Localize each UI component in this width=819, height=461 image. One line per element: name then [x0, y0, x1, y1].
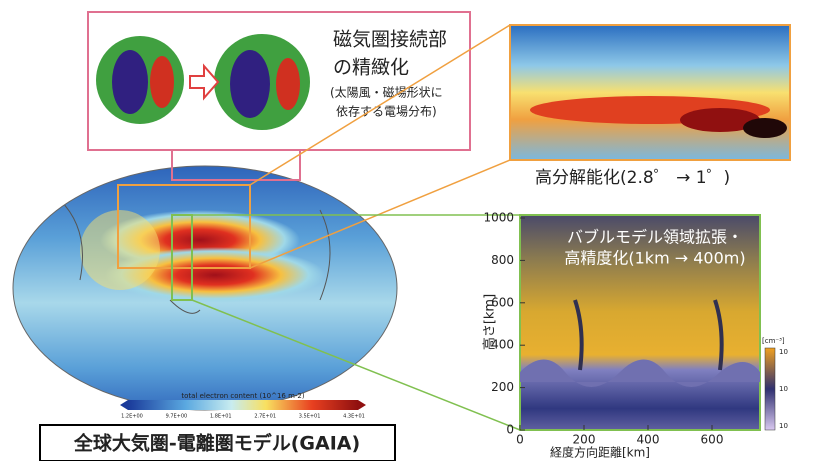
- panel-title: バブルモデル領域拡張・: [567, 228, 743, 247]
- colorbar-tick: 10: [779, 348, 788, 356]
- bubble-source: [171, 214, 193, 301]
- colorbar-tick: 3.5E+01: [299, 414, 321, 420]
- highres-source: [117, 184, 251, 269]
- colorbar-tick: 10: [779, 385, 788, 393]
- colorbar-unit: [cm⁻³]: [762, 337, 785, 345]
- x-tick-label: 0: [516, 433, 524, 447]
- y-label: 高さ[km]: [482, 294, 498, 350]
- colorbar-label: total electron content (10^16 m-2): [181, 392, 305, 400]
- panel-title: 高精度化(1km → 400m): [564, 249, 745, 268]
- y-tick-label: 400: [491, 338, 514, 352]
- y-tick-label: 600: [491, 295, 514, 309]
- colorbar-tick: 2.7E+01: [254, 414, 276, 420]
- colorbar-tick: 4.3E+01: [343, 414, 365, 420]
- zoom-source: [171, 149, 301, 181]
- highres-map: [509, 24, 791, 161]
- panel-title: の精緻化: [333, 57, 409, 79]
- colorbar-tick: 9.7E+00: [166, 414, 188, 420]
- y-tick-label: 200: [491, 380, 514, 394]
- y-tick-label: 1000: [483, 211, 514, 225]
- colorbar-tick: 1.2E+00: [121, 414, 143, 420]
- y-tick-label: 800: [491, 253, 514, 267]
- x-tick-label: 200: [573, 433, 596, 447]
- arrow: [189, 63, 220, 101]
- bubble-colorbar: [764, 347, 776, 431]
- caption: 高分解能化(2.8゜ → 1゜): [535, 168, 730, 188]
- panel-note: 依存する電場分布): [336, 104, 437, 119]
- panel-title: 磁気圏接続部: [333, 29, 447, 51]
- global-map: [13, 166, 397, 410]
- colorbar-tick: 10: [779, 422, 788, 430]
- x-tick-label: 400: [637, 433, 660, 447]
- x-tick-label: 600: [701, 433, 724, 447]
- bubble-plot: [519, 214, 761, 431]
- tec-colorbar: [128, 400, 358, 410]
- x-label: 経度方向距離[km]: [550, 445, 650, 460]
- title-box: [39, 424, 396, 461]
- y-tick-label: 0: [506, 423, 514, 437]
- main-title: 全球大気圏-電離圏モデル(GAIA): [73, 432, 360, 455]
- colorbar-tick: 1.8E+01: [210, 414, 232, 420]
- panel-note: (太陽風・磁場形状に: [330, 85, 443, 100]
